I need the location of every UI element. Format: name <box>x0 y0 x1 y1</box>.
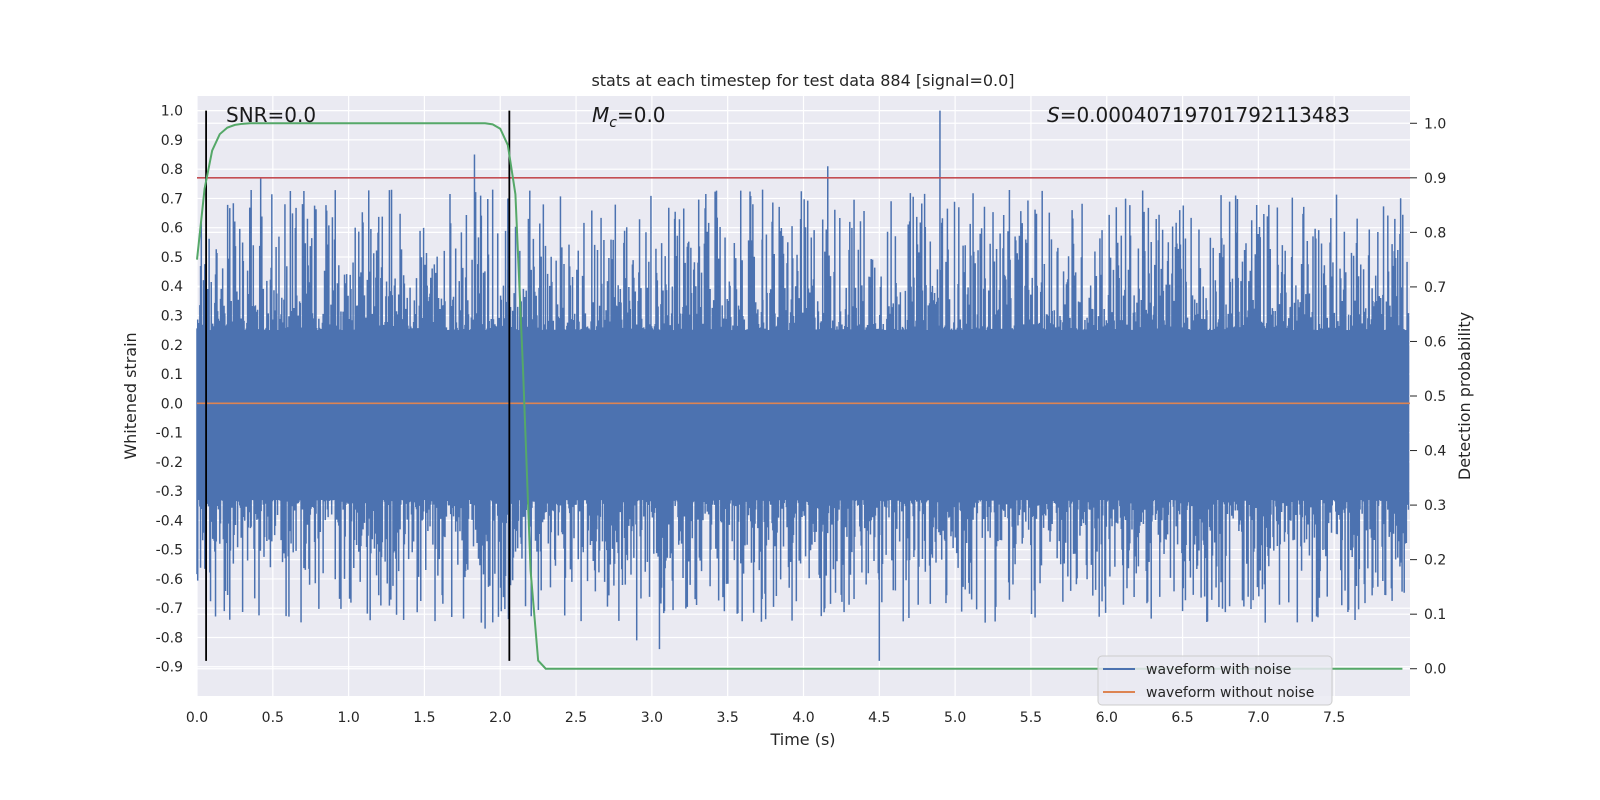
y-tick-label-6: 0.4 <box>161 279 183 295</box>
y-tick-label-16: -0.6 <box>156 572 183 588</box>
y-axis-label: Whitened strain <box>121 332 140 459</box>
y-tick-label-19: -0.9 <box>156 660 183 676</box>
waveform-with-noise-series <box>196 110 1410 661</box>
y-tick-label-5: 0.5 <box>161 250 183 266</box>
vertical-markers <box>205 110 511 661</box>
x-tick-label-13: 6.5 <box>1171 710 1193 726</box>
s-value: =0.00040719701792113483 <box>1060 103 1350 127</box>
y-tick-label-9: 0.1 <box>161 367 183 383</box>
x-tick-label-9: 4.5 <box>868 710 890 726</box>
x-tick-label-2: 1.0 <box>337 710 359 726</box>
legend-label-noise: waveform with noise <box>1146 662 1291 678</box>
x-tick-label-1: 0.5 <box>262 710 284 726</box>
x-tick-label-0: 0.0 <box>186 710 208 726</box>
s-annotation: S=0.00040719701792113483 <box>1047 103 1350 127</box>
y-axis-ticks: 1.0 0.9 0.8 0.7 0.6 0.5 0.4 0.3 0.2 0.1 0.0 -0.1 -0.… <box>156 104 183 676</box>
y-tick-label-17: -0.7 <box>156 601 183 617</box>
chirp-mass-subscript: c <box>609 115 617 131</box>
chart-title: stats at each timestep for test data 884… <box>591 71 1014 90</box>
x-tick-label-3: 1.5 <box>413 710 435 726</box>
snr-annotation: SNR=0.0 <box>226 103 316 127</box>
y-axis-right-label: Detection probability <box>1455 312 1474 480</box>
y-right-tick-label-7: 0.3 <box>1424 498 1446 514</box>
y-tick-label-12: -0.2 <box>156 455 183 471</box>
y-tick-label-3: 0.7 <box>161 191 183 207</box>
y-tick-label-14: -0.4 <box>156 513 183 529</box>
y-right-tick-label-4: 0.6 <box>1424 334 1446 350</box>
y-right-tick-label-8: 0.2 <box>1424 553 1446 569</box>
y-tick-label-10: 0.0 <box>161 396 183 412</box>
x-axis-label: Time (s) <box>769 730 835 749</box>
y-tick-label-1: 0.9 <box>161 133 183 149</box>
y-right-tick-label-1: 0.9 <box>1424 171 1446 187</box>
y-right-tick-label-10: 0.0 <box>1424 662 1446 678</box>
x-tick-label-11: 5.5 <box>1020 710 1042 726</box>
chirp-mass-annotation: Mc=0.0 <box>592 103 666 131</box>
x-tick-label-15: 7.5 <box>1323 710 1345 726</box>
x-axis-ticks: 0.0 0.5 1.0 1.5 2.0 2.5 3.0 3.5 4.0 4.5 5.0 5.5 6.0 6… <box>186 710 1345 726</box>
x-tick-label-10: 5.0 <box>944 710 966 726</box>
x-tick-label-4: 2.0 <box>489 710 511 726</box>
x-tick-label-7: 3.5 <box>717 710 739 726</box>
x-tick-label-14: 7.0 <box>1247 710 1269 726</box>
y-right-tick-label-5: 0.5 <box>1424 389 1446 405</box>
y-tick-label-0: 1.0 <box>161 104 183 120</box>
y-axis-right-ticks: 1.0 0.9 0.8 0.7 0.6 0.5 0.4 0.3 0.2 0.1 0.0 <box>1410 116 1446 678</box>
x-tick-label-5: 2.5 <box>565 710 587 726</box>
y-right-tick-label-0: 1.0 <box>1424 116 1446 132</box>
y-tick-label-2: 0.8 <box>161 162 183 178</box>
y-tick-label-18: -0.8 <box>156 630 183 646</box>
detection-probability-series <box>196 122 1403 670</box>
s-symbol: S <box>1047 103 1060 127</box>
chirp-mass-symbol: M <box>592 103 609 127</box>
x-tick-label-6: 3.0 <box>641 710 663 726</box>
legend: waveform with noise waveform without noi… <box>1097 655 1333 706</box>
y-tick-label-7: 0.3 <box>161 309 183 325</box>
y-tick-label-4: 0.6 <box>161 221 183 237</box>
y-tick-label-15: -0.5 <box>156 543 183 559</box>
y-tick-label-8: 0.2 <box>161 338 183 354</box>
y-right-tick-label-3: 0.7 <box>1424 280 1446 296</box>
y-tick-label-13: -0.3 <box>156 484 183 500</box>
legend-label-clean: waveform without noise <box>1146 685 1314 701</box>
chirp-mass-value: =0.0 <box>617 103 666 127</box>
noise-spikes <box>196 110 1410 661</box>
x-tick-label-8: 4.0 <box>792 710 814 726</box>
y-tick-label-11: -0.1 <box>156 426 183 442</box>
y-right-tick-label-2: 0.8 <box>1424 225 1446 241</box>
x-tick-label-12: 6.0 <box>1096 710 1118 726</box>
y-right-tick-label-9: 0.1 <box>1424 607 1446 623</box>
y-right-tick-label-6: 0.4 <box>1424 444 1446 460</box>
